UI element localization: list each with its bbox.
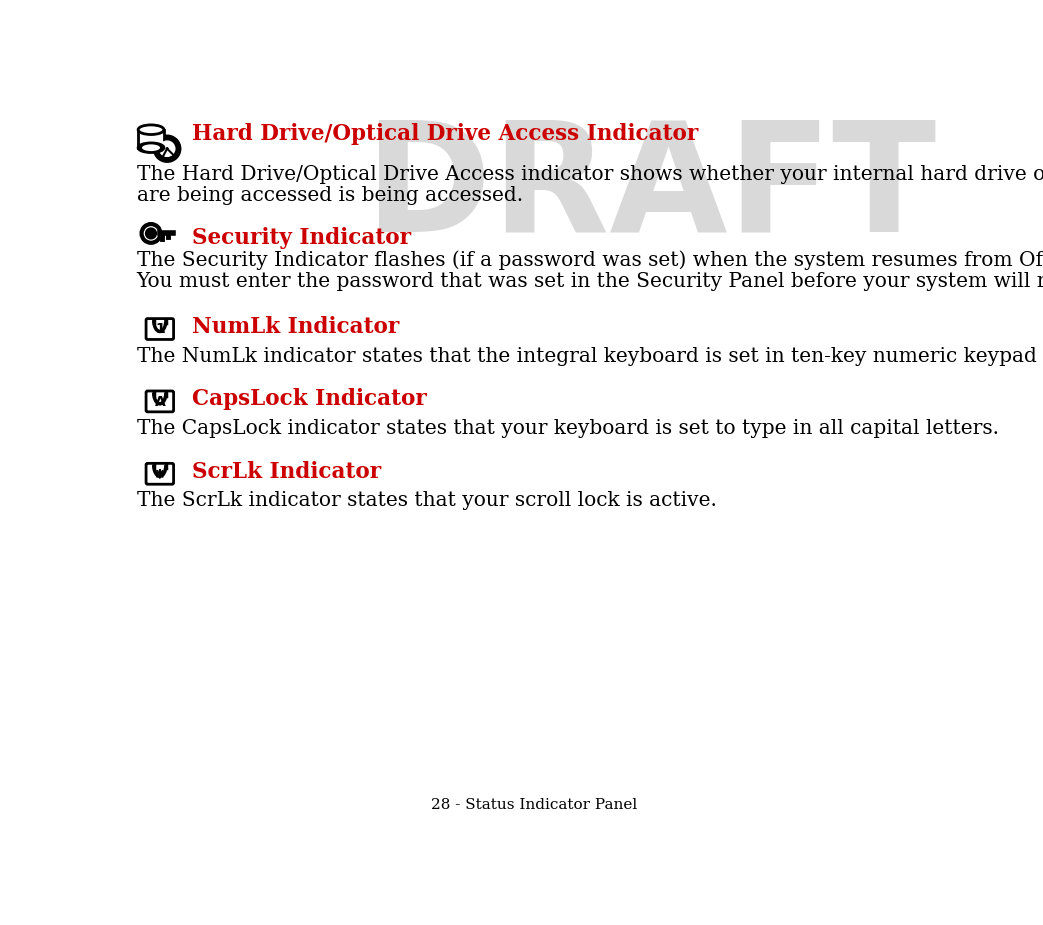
- Circle shape: [154, 136, 180, 162]
- Circle shape: [146, 228, 155, 238]
- Text: 1: 1: [155, 323, 165, 337]
- FancyBboxPatch shape: [146, 463, 173, 484]
- Text: The ScrLk indicator states that your scroll lock is active.: The ScrLk indicator states that your scr…: [137, 491, 717, 511]
- Circle shape: [166, 147, 169, 150]
- Text: DRAFT: DRAFT: [365, 115, 937, 264]
- Text: NumLk Indicator: NumLk Indicator: [192, 315, 399, 338]
- FancyBboxPatch shape: [146, 318, 173, 339]
- Text: The CapsLock indicator states that your keyboard is set to type in all capital l: The CapsLock indicator states that your …: [137, 419, 998, 438]
- Ellipse shape: [138, 143, 164, 153]
- Text: The Hard Drive/Optical Drive Access indicator shows whether your internal hard d: The Hard Drive/Optical Drive Access indi…: [137, 165, 1043, 184]
- Text: are being accessed is being accessed.: are being accessed is being accessed.: [137, 187, 523, 205]
- Ellipse shape: [138, 125, 164, 134]
- Text: Hard Drive/Optical Drive Access Indicator: Hard Drive/Optical Drive Access Indicato…: [192, 123, 699, 145]
- Text: The Security Indicator flashes (if a password was set) when the system resumes f: The Security Indicator flashes (if a pas…: [137, 251, 1043, 270]
- Text: A: A: [154, 395, 165, 409]
- Text: Security Indicator: Security Indicator: [192, 228, 411, 249]
- FancyBboxPatch shape: [146, 391, 173, 412]
- Circle shape: [142, 224, 161, 242]
- Text: The NumLk indicator states that the integral keyboard is set in ten-key numeric : The NumLk indicator states that the inte…: [137, 347, 1043, 365]
- Text: You must enter the password that was set in the Security Panel before your syste: You must enter the password that was set…: [137, 272, 1043, 291]
- Circle shape: [159, 141, 175, 157]
- Bar: [138, 130, 164, 148]
- Text: ScrLk Indicator: ScrLk Indicator: [192, 461, 382, 483]
- Text: 28 - Status Indicator Panel: 28 - Status Indicator Panel: [431, 797, 637, 812]
- Text: CapsLock Indicator: CapsLock Indicator: [192, 388, 428, 410]
- Ellipse shape: [142, 144, 160, 151]
